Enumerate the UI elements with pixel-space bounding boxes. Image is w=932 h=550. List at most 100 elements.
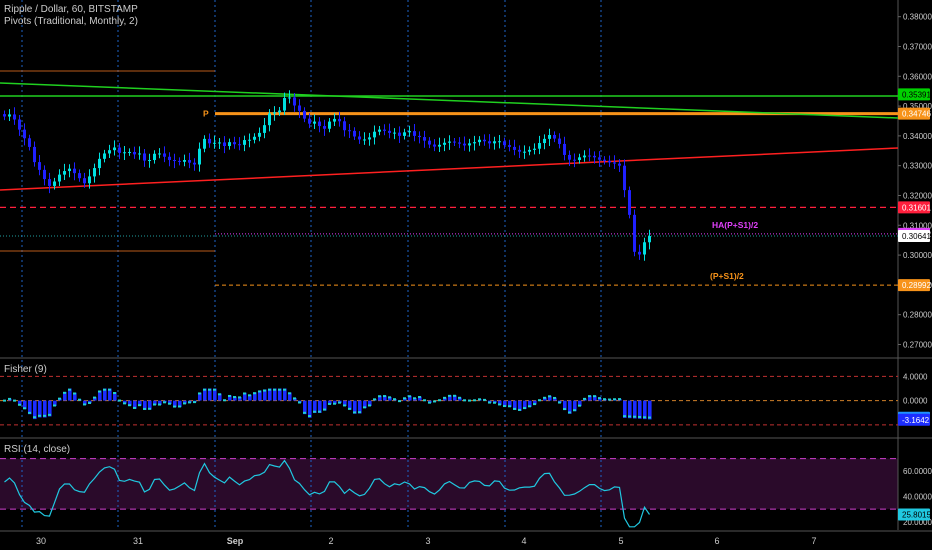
fisher-bar (268, 388, 272, 401)
svg-text:-3.1642: -3.1642 (902, 416, 930, 425)
fisher-bar (183, 400, 187, 404)
fisher-signal-dot (343, 404, 346, 407)
fisher-signal-dot (108, 388, 111, 391)
fisher-signal-dot (563, 408, 566, 411)
fisher-bar (263, 389, 267, 401)
fisher-bar (513, 400, 517, 410)
candle (558, 133, 561, 149)
rsi-tick-label: 40.0000 (903, 493, 932, 502)
svg-text:0.34746: 0.34746 (902, 110, 931, 119)
candle (328, 118, 331, 133)
fisher-bar (363, 400, 367, 409)
rsi-value-tag: 25.8015 (898, 508, 931, 521)
candle (598, 151, 601, 167)
fisher-bar (358, 400, 362, 414)
svg-text:0.31601: 0.31601 (902, 203, 931, 212)
fisher-signal-dot (408, 395, 411, 398)
fisher-bar (503, 400, 507, 407)
candle (58, 169, 61, 186)
time-axis-label: 5 (618, 536, 623, 546)
fisher-signal-dot (318, 410, 321, 413)
fisher-bar (543, 397, 547, 401)
candle (608, 155, 611, 167)
fisher-signal-dot (253, 392, 256, 395)
candle (158, 148, 161, 159)
candle (133, 146, 136, 159)
fisher-bar (328, 400, 332, 405)
candle (33, 141, 36, 167)
fisher-bar (63, 391, 67, 401)
fisher-bar (548, 395, 552, 401)
candle (628, 186, 631, 219)
fisher-signal-dot (273, 388, 276, 391)
fisher-signal-dot (453, 394, 456, 397)
fisher-signal-dot (468, 399, 471, 402)
fisher-signal-dot (403, 397, 406, 400)
fisher-bar (158, 400, 162, 405)
fisher-signal-dot (313, 410, 316, 413)
fisher-signal-dot (608, 398, 611, 401)
candle (503, 137, 506, 149)
candle (73, 162, 76, 181)
candle (303, 107, 306, 123)
candle (513, 139, 516, 156)
fisher-signal-dot (448, 394, 451, 397)
fisher-bar (348, 400, 352, 410)
time-axis-label: 31 (133, 536, 143, 546)
fisher-signal-dot (628, 415, 631, 418)
fisher-bar (508, 400, 512, 407)
fisher-bar (113, 392, 117, 401)
fisher-bar (528, 400, 532, 407)
fisher-bar (278, 388, 282, 401)
candle (393, 128, 396, 140)
fisher-signal-dot (473, 399, 476, 402)
candle (563, 136, 566, 161)
fisher-signal-dot (28, 411, 31, 414)
candle (318, 117, 321, 133)
candle (223, 136, 226, 154)
red-trendline (0, 147, 899, 191)
fisher-signal-dot (58, 397, 61, 400)
fisher-bar (218, 393, 222, 401)
fisher-signal-dot (358, 411, 361, 414)
candle (113, 140, 116, 156)
fisher-signal-dot (193, 401, 196, 404)
time-axis-label: 7 (811, 536, 816, 546)
fisher-signal-dot (183, 402, 186, 405)
fisher-bar (443, 397, 447, 401)
fisher-title: Fisher (9) (4, 364, 47, 375)
fisher-bar (33, 400, 37, 420)
price-tick-label: 0.34000 (903, 132, 932, 141)
fisher-signal-dot (338, 401, 341, 404)
fisher-bar (368, 400, 372, 406)
fisher-bar (448, 395, 452, 401)
candle (613, 155, 616, 169)
fisher-signal-dot (168, 402, 171, 405)
fisher-signal-dot (413, 397, 416, 400)
fisher-bar (53, 400, 57, 407)
svg-text:25.8015: 25.8015 (902, 510, 931, 519)
fisher-signal-dot (508, 405, 511, 408)
fisher-bar (288, 392, 292, 401)
candle (183, 154, 186, 167)
fisher-signal-dot (633, 415, 636, 418)
fisher-signal-dot (48, 413, 51, 416)
fisher-signal-dot (113, 392, 116, 395)
fisher-signal-dot (538, 399, 541, 402)
fisher-signal-dot (548, 395, 551, 398)
candle (528, 146, 531, 156)
fisher-bar (518, 400, 522, 411)
candle (403, 128, 406, 140)
price-tick-label: 0.38000 (903, 13, 932, 22)
candle (438, 137, 441, 152)
fisher-signal-dot (323, 408, 326, 411)
fisher-bar (198, 392, 202, 401)
fisher-bar (43, 400, 47, 418)
fisher-signal-dot (18, 403, 21, 406)
fisher-bar (598, 397, 602, 401)
candle (298, 99, 301, 119)
candle (173, 153, 176, 169)
candle (243, 135, 246, 152)
